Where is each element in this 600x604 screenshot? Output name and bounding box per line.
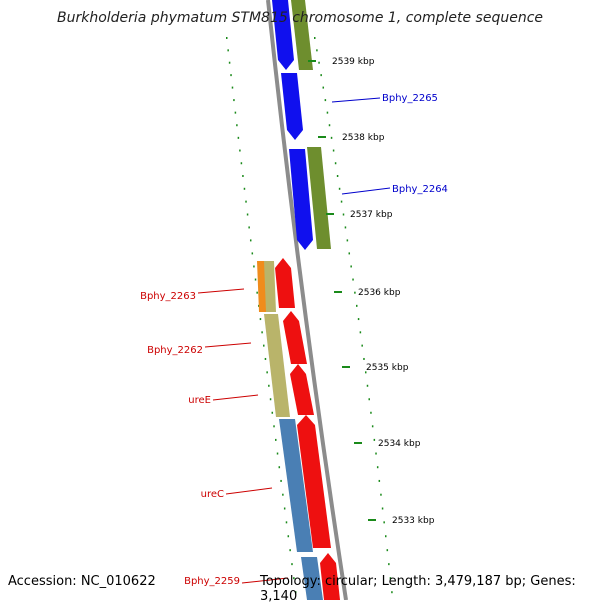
- cds-forward-arrow: [281, 73, 303, 140]
- label-layer: 2539 kbp 2538 kbp 2537 kbp 2536 kbp 2535 kbp…: [140, 57, 448, 587]
- ruler-label: 2535 kbp: [366, 363, 409, 373]
- cds-reverse-arrow: [275, 258, 295, 308]
- cog-bar-steelblue: [301, 557, 323, 600]
- cog-bar-steelblue: [279, 419, 313, 552]
- ruler-label: 2537 kbp: [350, 210, 393, 220]
- gene-leader-line: [341, 187, 391, 195]
- gene-label: ureC: [201, 489, 224, 500]
- gene-leader-line: [204, 342, 252, 348]
- ruler-label: 2536 kbp: [358, 288, 401, 298]
- map-title: Burkholderia phymatum STM815 chromosome …: [56, 10, 543, 26]
- gene-label: Bphy_2259: [184, 576, 240, 587]
- cds-reverse-arrow: [283, 311, 307, 364]
- cds-reverse-arrow: [290, 364, 314, 415]
- gene-leader-line: [212, 394, 259, 401]
- ruler-label: 2538 kbp: [342, 133, 385, 143]
- cds-reverse-arrow: [297, 415, 331, 548]
- feature-track: [257, 0, 340, 600]
- cog-bar-khaki: [264, 261, 276, 312]
- ruler-label: 2533 kbp: [392, 516, 435, 526]
- gene-label: Bphy_2263: [140, 291, 196, 302]
- backbone-line: [266, 0, 348, 600]
- cog-bar-green: [307, 147, 331, 249]
- gene-leader-line: [197, 288, 245, 294]
- ruler-label: 2539 kbp: [332, 57, 375, 67]
- gene-label: ureE: [188, 395, 211, 406]
- cds-reverse-arrow: [320, 553, 340, 600]
- gene-leader-line: [241, 577, 289, 584]
- gene-leader-line: [225, 487, 273, 495]
- tick-marks-left: [226, 37, 297, 594]
- gene-label: Bphy_2265: [382, 93, 438, 104]
- ruler-label: 2534 kbp: [378, 439, 421, 449]
- cog-bar-green: [291, 0, 313, 70]
- gene-label: Bphy_2262: [147, 345, 203, 356]
- tick-marks-right: [314, 37, 393, 594]
- gene-label: Bphy_2264: [392, 184, 448, 195]
- backbone-ring: [266, 0, 348, 600]
- cds-forward-arrow: [272, 0, 294, 70]
- cog-bar-khaki: [264, 314, 290, 417]
- gene-leader-line: [331, 97, 381, 103]
- accession-text: Accession: NC_010622: [8, 574, 156, 589]
- cds-forward-arrow: [289, 149, 313, 250]
